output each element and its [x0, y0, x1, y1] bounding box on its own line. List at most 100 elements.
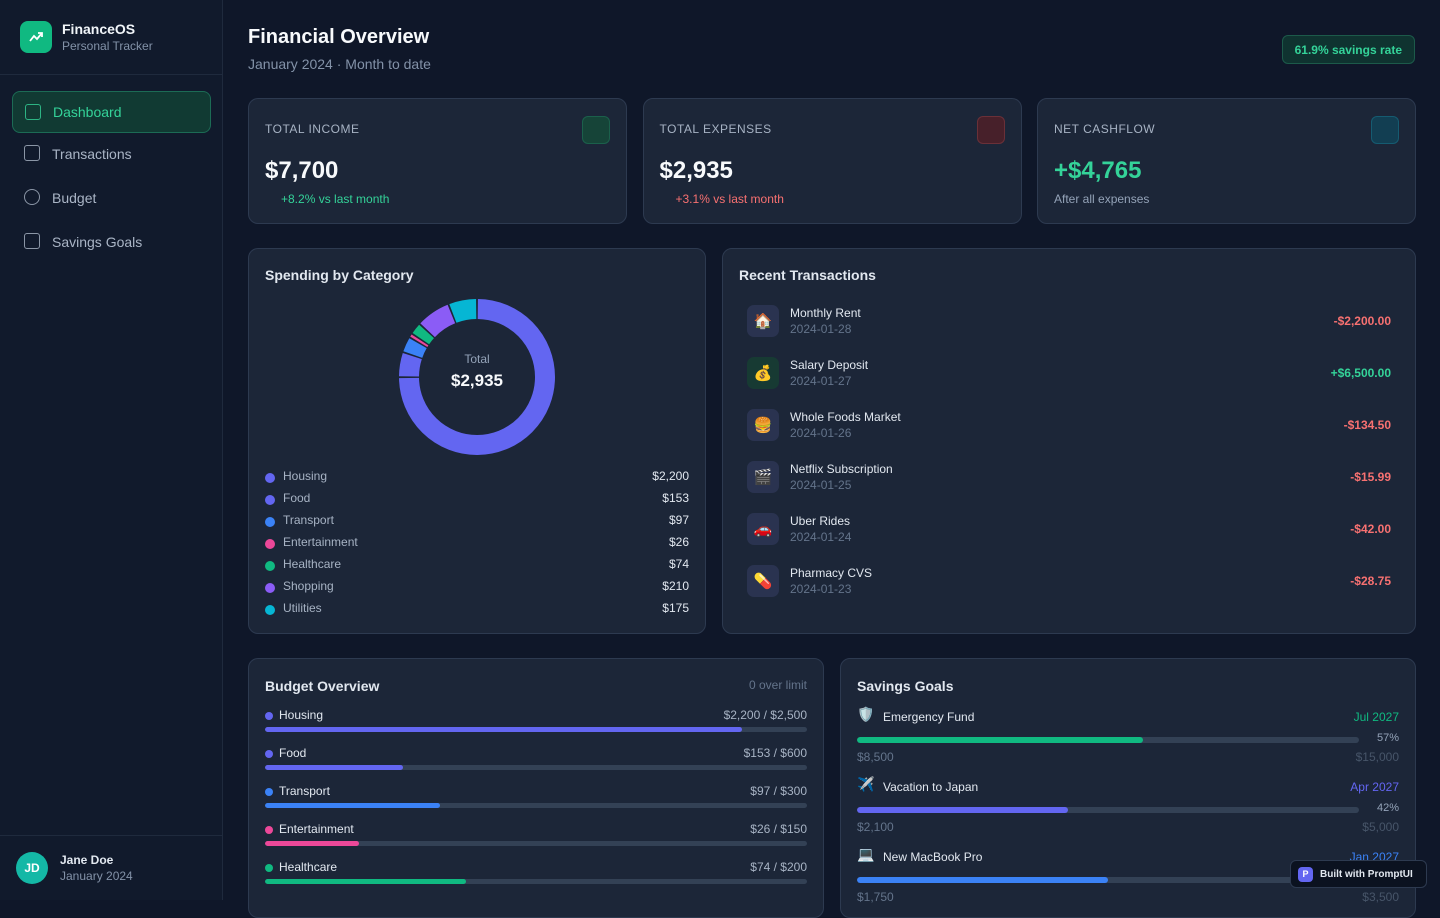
budget-note: 0 over limit	[748, 678, 807, 692]
transaction-amount: -$28.75	[1350, 574, 1391, 588]
budget-amount: $74 / $200	[750, 860, 807, 874]
transaction-icon: 🍔	[747, 409, 779, 441]
goal-saved: $8,500	[857, 750, 894, 764]
stat-card: TOTAL INCOME $7,700 +8.2% vs last month	[248, 98, 627, 224]
transactions-card: Recent Transactions 🏠 Monthly Rent 2024-01…	[722, 248, 1416, 634]
stat-note: +8.2% vs last month	[281, 192, 390, 206]
legend-label: Food	[283, 491, 311, 505]
budget-name: Entertainment	[279, 822, 354, 836]
donut-segment	[403, 338, 427, 359]
nav-item[interactable]: Dashboard	[12, 91, 211, 133]
transaction-date: 2024-01-28	[790, 322, 852, 336]
goal-icon: 💻	[857, 846, 875, 862]
avatar: JD	[16, 852, 48, 884]
budget-dot	[265, 788, 273, 796]
transaction-date: 2024-01-25	[790, 478, 852, 492]
goal-percent: 57%	[1376, 732, 1399, 744]
budget-track	[265, 765, 807, 770]
donut-segment	[399, 299, 555, 455]
legend-value: $26	[668, 535, 689, 549]
stat-icon	[582, 116, 610, 144]
transaction-icon: 🏠	[747, 305, 779, 337]
donut-center-label: Total	[464, 352, 489, 366]
legend-dot	[265, 495, 275, 505]
nav-icon	[25, 104, 41, 120]
legend-label: Utilities	[283, 601, 322, 615]
goal-name: New MacBook Pro	[883, 850, 983, 864]
transaction-icon: 💰	[747, 357, 779, 389]
stat-icon	[976, 116, 1005, 144]
legend-dot	[265, 539, 275, 549]
budget-track	[265, 841, 807, 846]
legend-value: $2,200	[652, 469, 689, 483]
budget-amount: $97 / $300	[750, 784, 807, 798]
transaction-amount: -$134.50	[1343, 418, 1391, 432]
budget-name: Housing	[279, 708, 324, 722]
transaction-name: Salary Deposit	[790, 358, 869, 372]
legend-dot	[265, 473, 275, 483]
budget-track	[265, 803, 807, 808]
legend-dot	[265, 517, 275, 527]
legend-dot	[265, 605, 275, 615]
transaction-amount: -$42.00	[1350, 522, 1391, 536]
budget-bar	[265, 879, 466, 884]
nav-label: Savings Goals	[52, 234, 143, 250]
user-period: January 2024	[60, 869, 133, 883]
donut-segment	[399, 352, 422, 377]
goal-icon: 🛡️	[857, 706, 875, 722]
nav-item[interactable]: Transactions	[12, 133, 211, 175]
donut-segment	[420, 304, 456, 338]
legend-label: Transport	[283, 513, 334, 527]
budget-name: Food	[279, 746, 307, 760]
transaction-icon: 🎬	[747, 461, 779, 493]
promo-text: Built with PromptUI	[1320, 868, 1413, 880]
savings-rate-badge: 61.9% savings rate	[1281, 35, 1415, 64]
goal-saved: $2,100	[857, 820, 894, 834]
stat-note: After all expenses	[1054, 192, 1150, 206]
stat-value: +$4,765	[1054, 157, 1142, 184]
legend-value: $175	[662, 601, 689, 615]
goal-track	[857, 737, 1359, 743]
budget-name: Transport	[279, 784, 330, 798]
nav-item[interactable]: Savings Goals	[12, 221, 211, 263]
legend-value: $74	[668, 557, 689, 571]
budget-amount: $26 / $150	[750, 822, 807, 836]
budget-amount: $2,200 / $2,500	[723, 708, 807, 722]
budget-bar	[265, 765, 404, 770]
transaction-amount: -$2,200.00	[1333, 314, 1391, 328]
goal-bar	[857, 877, 1108, 883]
goal-percent: 42%	[1376, 802, 1399, 814]
divider	[0, 835, 223, 836]
legend-value: $210	[662, 579, 689, 593]
card-title: Budget Overview	[265, 678, 380, 694]
transaction-date: 2024-01-27	[790, 374, 852, 388]
goal-target: $5,000	[1362, 820, 1399, 834]
nav-item[interactable]: Budget	[12, 177, 211, 219]
budget-amount: $153 / $600	[743, 746, 807, 760]
stat-label: NET CASHFLOW	[1054, 122, 1156, 136]
stat-value: $2,935	[659, 157, 733, 184]
promo-icon: P	[1298, 866, 1313, 882]
transaction-name: Netflix Subscription	[790, 462, 893, 476]
page-subtitle: January 2024 · Month to date	[248, 56, 431, 72]
transaction-amount: -$15.99	[1350, 470, 1391, 484]
legend-label: Healthcare	[283, 557, 342, 571]
goal-date: Jul 2027	[1353, 710, 1399, 724]
donut-segment	[449, 299, 477, 323]
transaction-name: Uber Rides	[790, 514, 851, 528]
goal-target: $15,000	[1355, 750, 1399, 764]
card-title: Spending by Category	[265, 267, 414, 283]
card-title: Recent Transactions	[739, 267, 876, 283]
transaction-name: Whole Foods Market	[790, 410, 901, 424]
stat-note: +3.1% vs last month	[675, 192, 784, 206]
nav-icon	[24, 233, 40, 249]
promo-badge[interactable]: P Built with PromptUI	[1290, 860, 1427, 888]
legend-dot	[265, 561, 275, 571]
legend-label: Entertainment	[283, 535, 358, 549]
budget-card: Budget Overview 0 over limit Housing $2,2…	[248, 658, 824, 918]
transaction-name: Pharmacy CVS	[790, 566, 873, 580]
goal-track	[857, 807, 1359, 813]
transaction-date: 2024-01-26	[790, 426, 852, 440]
budget-dot	[265, 712, 273, 720]
